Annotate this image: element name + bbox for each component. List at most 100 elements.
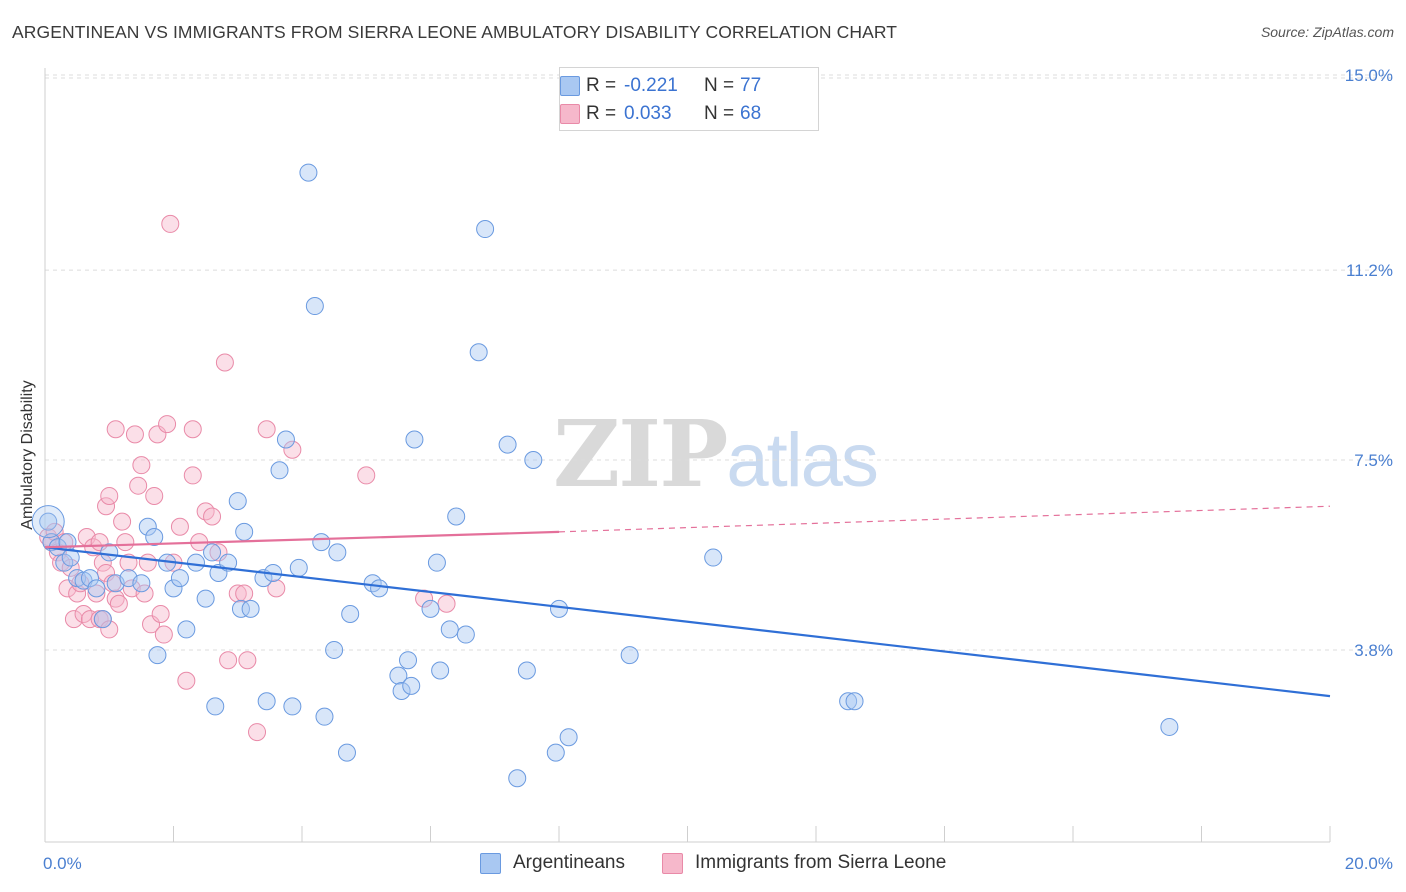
point-argentineans [559,728,578,747]
point-argentineans [456,625,475,644]
series-legend-argentineans[interactable]: Argentineans [480,852,625,874]
point-argentineans [517,661,536,680]
point-argentineans [276,430,295,449]
point-argentineans [138,517,157,536]
point-argentineans [87,579,106,598]
point-argentineans [620,646,639,665]
point-argentineans [186,553,205,572]
legend-n-value: 77 [740,75,762,96]
legend-r-value: 0.033 [624,103,672,124]
series-legend-sierra-leone[interactable]: Immigrants from Sierra Leone [662,852,946,874]
legend-n-value: 68 [740,103,762,124]
point-sierra-leone [177,671,196,690]
point-sierra-leone [64,610,83,629]
point-sierra-leone [170,517,189,536]
point-argentineans [405,430,424,449]
point-argentineans [402,676,421,695]
point-argentineans [61,548,80,567]
series-swatch-blue [480,852,501,874]
point-argentineans [1160,717,1179,736]
point-argentineans [440,620,459,639]
chart-title: ARGENTINEAN VS IMMIGRANTS FROM SIERRA LE… [12,22,898,42]
point-argentineans [132,574,151,593]
legend-r-value: -0.221 [624,75,678,96]
point-sierra-leone [151,605,170,624]
tick-labels: 3.8% 7.5% 11.2% 15.0% 0.0% 20.0% [43,66,1393,873]
point-argentineans [498,435,517,454]
point-argentineans [257,692,276,711]
point-argentineans [39,512,58,531]
point-sierra-leone [113,512,132,531]
point-sierra-leone [135,584,154,603]
point-argentineans [399,651,418,670]
point-sierra-leone [228,584,247,603]
x-tick-label: 20.0% [1345,854,1393,873]
trend-lines [44,505,1331,698]
point-sierra-leone [129,476,148,495]
point-sierra-leone [145,486,164,505]
point-argentineans [299,163,318,182]
point-sierra-leone [437,594,456,613]
point-argentineans [550,599,568,618]
point-argentineans [845,692,864,711]
point-sierra-leone [183,466,202,485]
point-sierra-leone [71,574,90,593]
point-argentineans [341,605,360,624]
point-sierra-leone [235,584,254,603]
point-sierra-leone [357,466,376,485]
point-argentineans [337,743,356,762]
point-argentineans [235,522,254,541]
point-argentineans [392,682,411,701]
legend-r-label: R = [586,75,617,96]
point-sierra-leone [248,723,267,742]
point-argentineans [80,569,99,588]
point-sierra-leone [219,651,238,670]
series-legend: Argentineans Immigrants from Sierra Leon… [0,852,1406,878]
point-argentineans [427,553,446,572]
point-argentineans [328,543,347,562]
point-argentineans [431,661,450,680]
point-sierra-leone [100,486,119,505]
point-argentineans [546,743,565,762]
point-argentineans [145,528,164,547]
point-argentineans [241,599,260,618]
point-argentineans [447,507,466,526]
point-sierra-leone [132,456,151,475]
point-sierra-leone [161,214,180,233]
point-argentineans [508,769,527,788]
point-argentineans [289,558,308,577]
trend-line-argentineans [44,546,1331,698]
point-sierra-leone [283,440,302,459]
point-argentineans [524,451,543,470]
point-argentineans [839,692,858,711]
trend-line-sierra-leone-dashed [558,505,1331,533]
point-argentineans [100,543,119,562]
point-argentineans-cluster [31,505,65,539]
point-argentineans [203,543,222,562]
y-tick-label: 15.0% [1345,66,1393,85]
y-tick-label: 11.2% [1346,261,1393,280]
y-tick-label: 3.8% [1354,641,1393,660]
point-sierra-leone [87,584,106,603]
point-argentineans [270,461,289,480]
point-argentineans [164,579,183,598]
point-argentineans [93,610,112,629]
point-sierra-leone [100,620,119,639]
point-argentineans [148,646,167,665]
point-sierra-leone [125,425,144,444]
point-sierra-leone [203,507,222,526]
legend-swatch-blue [560,76,580,96]
legend-swatch-pink [560,104,580,124]
point-argentineans [476,220,495,239]
point-argentineans [370,579,389,598]
legend-n-label: N = [704,103,735,124]
point-argentineans [315,707,334,726]
point-argentineans [196,589,215,608]
point-sierra-leone [80,610,99,629]
point-argentineans [389,666,408,685]
source-label: Source: ZipAtlas.com [1260,24,1394,40]
series-label: Argentineans [513,852,625,873]
point-sierra-leone [257,420,276,439]
point-sierra-leone [215,353,234,372]
axes [44,68,1331,843]
